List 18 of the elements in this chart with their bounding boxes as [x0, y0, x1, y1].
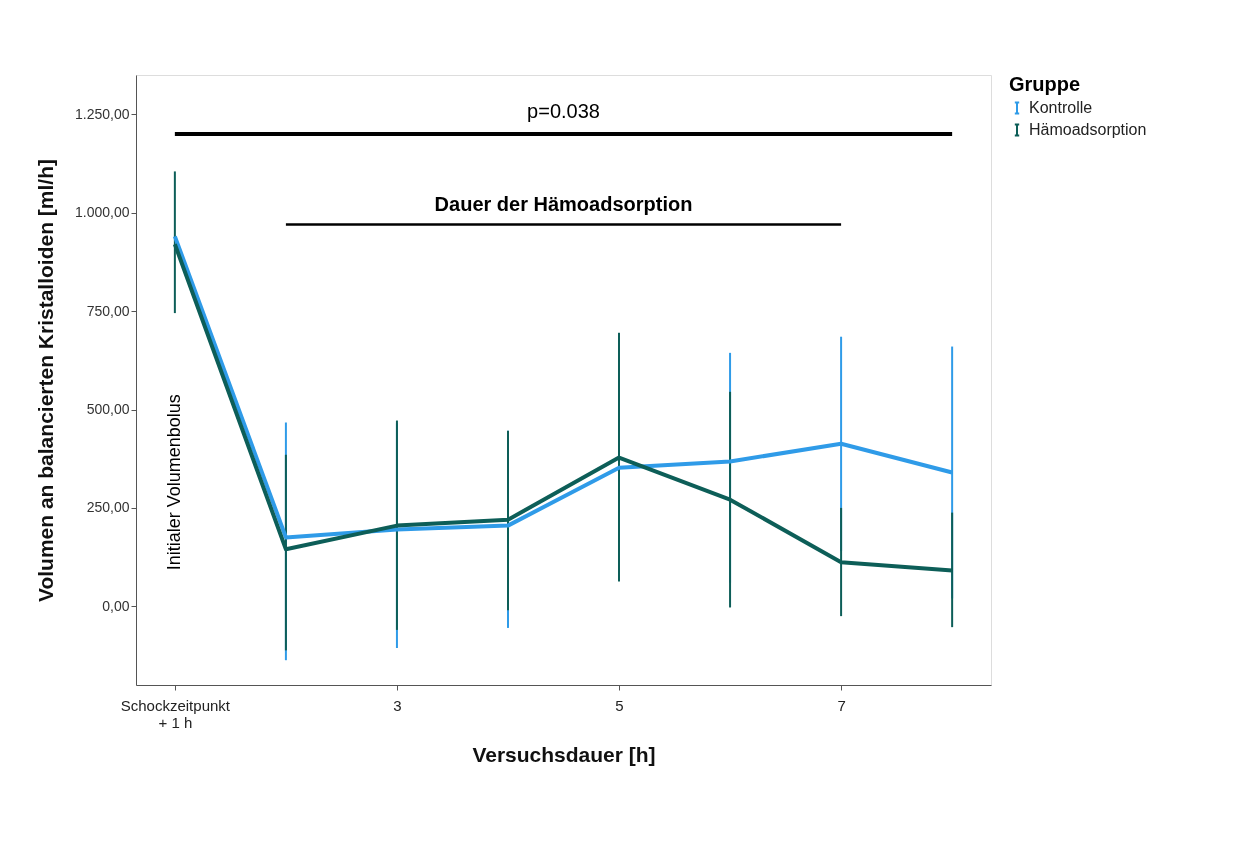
annotation: p=0.038 — [527, 100, 600, 123]
y-tick-label: 1.000,00 — [75, 204, 130, 221]
legend-label: Kontrolle — [1029, 99, 1093, 116]
ref-line-label: Dauer der Hämoadsorption — [434, 192, 693, 215]
y-axis-title: Volumen an balancierten Kristalloiden [ml/h] — [34, 158, 57, 603]
x-tick-label: Schockzeitpunkt + 1 h — [120, 696, 231, 731]
x-tick-label: 7 — [837, 696, 846, 714]
x-axis-title: Versuchsdauer [h] — [472, 742, 656, 766]
y-tick-label: 750,00 — [86, 302, 130, 319]
y-tick-label: 500,00 — [86, 401, 130, 418]
x-tick-label: 3 — [393, 696, 402, 714]
y-tick-label: 0,00 — [102, 597, 130, 614]
x-tick-label: 5 — [615, 696, 624, 714]
y-tick-label: 250,00 — [86, 499, 130, 516]
legend-label: Hämoadsorption — [1029, 121, 1147, 138]
y-tick-label: 1.250,00 — [75, 105, 130, 122]
annotation: Initialer Volumenbolus — [163, 394, 184, 571]
legend-title: Gruppe — [1009, 73, 1081, 95]
